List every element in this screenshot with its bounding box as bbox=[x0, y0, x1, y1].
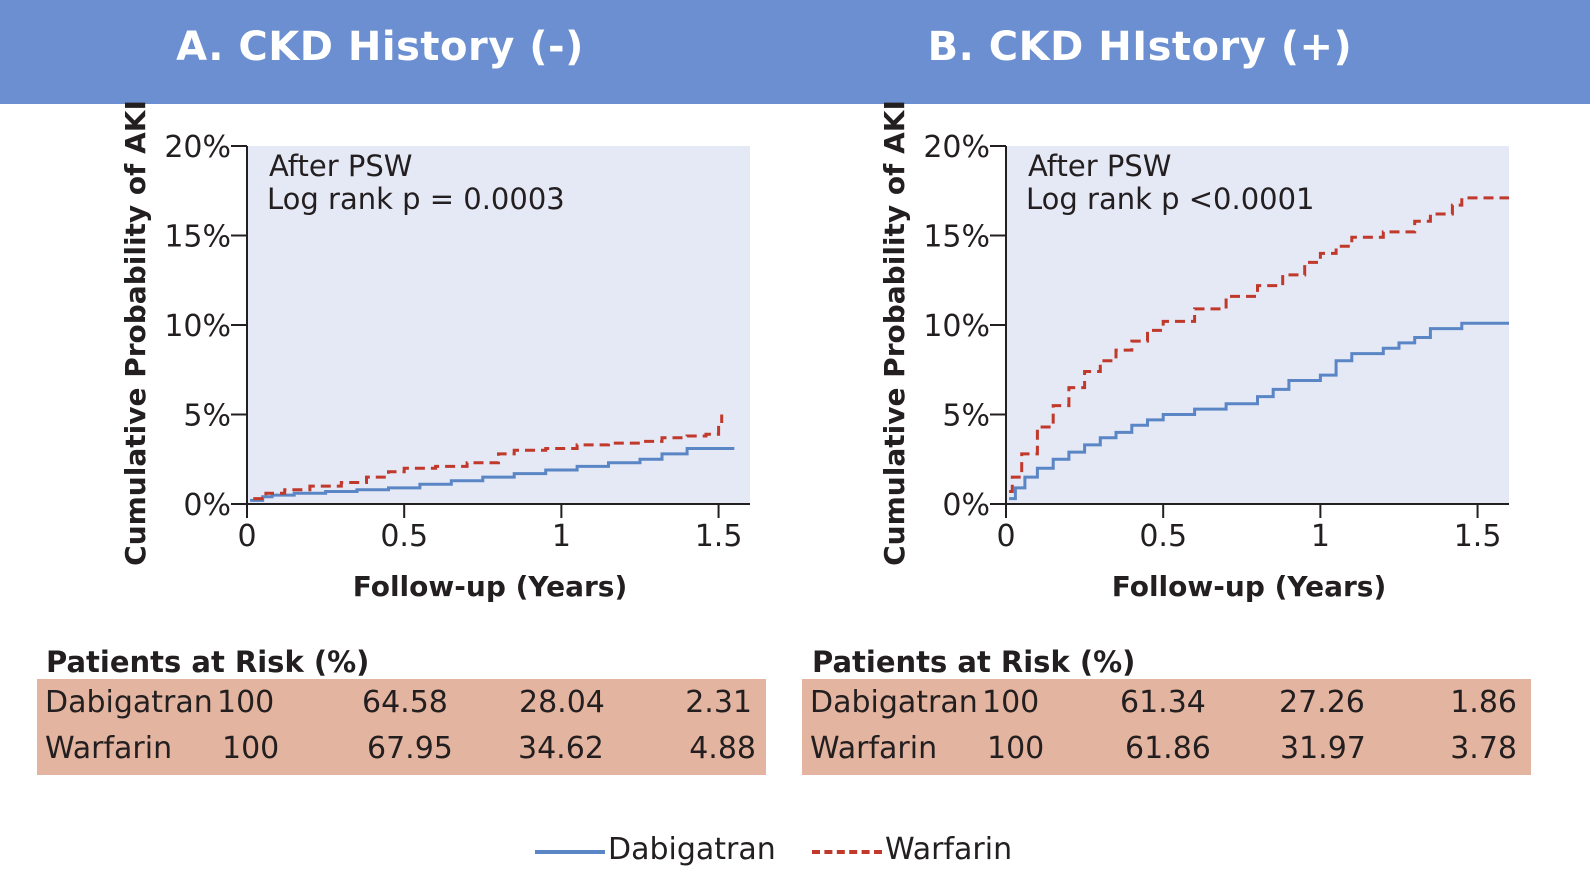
risk-value: 2.31 bbox=[685, 685, 752, 720]
risk-row-dabigatran: Dabigatran 100 64.58 28.04 2.31 bbox=[37, 685, 766, 731]
annotation-line-2: Log rank p = 0.0003 bbox=[267, 182, 565, 216]
legend-warfarin-label: Warfarin bbox=[885, 832, 1013, 867]
risk-row-label: Warfarin bbox=[810, 731, 938, 766]
y-tick-label: 0% bbox=[942, 488, 990, 523]
y-tick-label: 15% bbox=[164, 220, 231, 255]
risk-value: 100 bbox=[982, 685, 1040, 720]
x-tick-label: 1.5 bbox=[1454, 519, 1502, 554]
risk-table-b: Dabigatran 100 61.34 27.26 1.86 Warfarin… bbox=[802, 679, 1531, 775]
series-dabigatran-line bbox=[1009, 321, 1509, 501]
risk-value: 100 bbox=[217, 685, 275, 720]
risk-value: 61.34 bbox=[1120, 685, 1206, 720]
chart-panel-a: 0% 5% 10% 15% 20% 0 0.5 1 1.5 Follow-up (Years) Cu… bbox=[119, 100, 750, 603]
plot-area bbox=[247, 146, 750, 504]
risk-value: 1.86 bbox=[1450, 685, 1517, 720]
x-axis-label: Follow-up (Years) bbox=[353, 570, 628, 603]
x-tick-label: 0 bbox=[996, 519, 1015, 554]
risk-table-a: Dabigatran 100 64.58 28.04 2.31 Warfarin… bbox=[37, 679, 766, 775]
x-axis-label: Follow-up (Years) bbox=[1112, 570, 1387, 603]
x-tick-label: 1 bbox=[552, 519, 571, 554]
annotation-line-1: After PSW bbox=[1028, 149, 1171, 183]
y-tick-label: 0% bbox=[183, 488, 231, 523]
legend-warfarin-line bbox=[812, 850, 882, 854]
series-dabigatran-line bbox=[250, 447, 735, 502]
header-banner: A. CKD History (-) B. CKD HIstory (+) bbox=[0, 0, 1590, 104]
x-tick-label: 1.5 bbox=[695, 519, 743, 554]
y-tick-label: 10% bbox=[923, 309, 990, 344]
legend-dabigatran-label: Dabigatran bbox=[608, 832, 776, 867]
legend-dabigatran-line bbox=[535, 850, 605, 854]
risk-value: 61.86 bbox=[1125, 731, 1211, 766]
y-tick-label: 20% bbox=[164, 130, 231, 165]
annotation-line-1: After PSW bbox=[269, 149, 412, 183]
panel-b-title: B. CKD HIstory (+) bbox=[927, 24, 1353, 70]
risk-table-b-heading: Patients at Risk (%) bbox=[812, 645, 1136, 679]
y-tick-label: 15% bbox=[923, 220, 990, 255]
risk-value: 100 bbox=[222, 731, 280, 766]
y-axis-label: Cumulative Probability of AKI bbox=[119, 100, 152, 566]
y-axis-label: Cumulative Probability of AKI bbox=[878, 100, 911, 566]
y-tick-label: 10% bbox=[164, 309, 231, 344]
risk-row-label: Dabigatran bbox=[45, 685, 213, 720]
x-tick-label: 0.5 bbox=[1139, 519, 1187, 554]
risk-row-dabigatran: Dabigatran 100 61.34 27.26 1.86 bbox=[802, 685, 1531, 731]
risk-row-warfarin: Warfarin 100 67.95 34.62 4.88 bbox=[37, 731, 766, 777]
risk-table-a-heading: Patients at Risk (%) bbox=[46, 645, 370, 679]
series-warfarin-line bbox=[253, 414, 724, 501]
risk-value: 100 bbox=[987, 731, 1045, 766]
y-tick-label: 5% bbox=[942, 399, 990, 434]
panel-a-title: A. CKD History (-) bbox=[176, 24, 584, 70]
risk-row-label: Dabigatran bbox=[810, 685, 978, 720]
annotation-line-2: Log rank p <0.0001 bbox=[1026, 182, 1315, 216]
risk-value: 67.95 bbox=[367, 731, 453, 766]
risk-value: 27.26 bbox=[1279, 685, 1365, 720]
risk-value: 4.88 bbox=[689, 731, 756, 766]
y-tick-label: 20% bbox=[923, 130, 990, 165]
risk-value: 34.62 bbox=[518, 731, 604, 766]
risk-value: 3.78 bbox=[1450, 731, 1517, 766]
y-tick-label: 5% bbox=[183, 399, 231, 434]
risk-value: 64.58 bbox=[362, 685, 448, 720]
series-warfarin-line bbox=[1009, 196, 1509, 493]
risk-value: 28.04 bbox=[519, 685, 605, 720]
x-tick-label: 1 bbox=[1311, 519, 1330, 554]
risk-row-label: Warfarin bbox=[45, 731, 173, 766]
risk-row-warfarin: Warfarin 100 61.86 31.97 3.78 bbox=[802, 731, 1531, 777]
chart-panel-b: 0% 5% 10% 15% 20% 0 0.5 1 1.5 Follow-up (Years) Cu… bbox=[878, 100, 1509, 603]
risk-value: 31.97 bbox=[1280, 731, 1366, 766]
x-tick-label: 0 bbox=[237, 519, 256, 554]
x-tick-label: 0.5 bbox=[380, 519, 428, 554]
